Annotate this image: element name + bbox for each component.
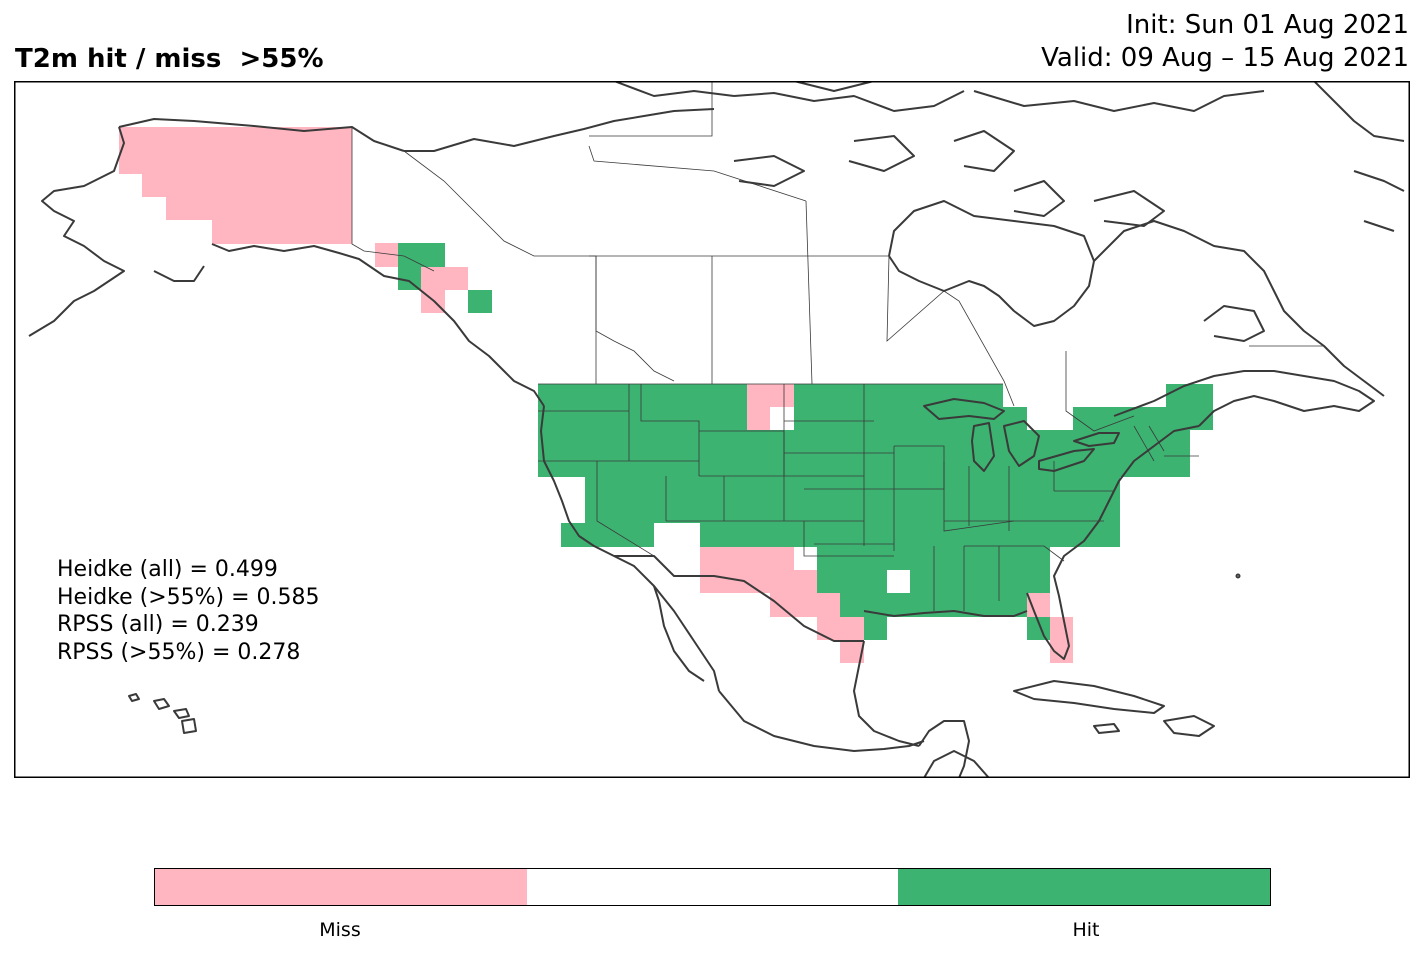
miss-cell-panhandle-east bbox=[421, 267, 468, 313]
colorbar bbox=[154, 868, 1271, 906]
rpss-above-55: RPSS (>55%) = 0.278 bbox=[57, 639, 301, 665]
miss-cell-panhandle-west bbox=[375, 243, 398, 267]
colorbar-miss-segment bbox=[155, 869, 527, 905]
miss-cell-montana bbox=[747, 384, 794, 430]
hit-cell-panhandle-north bbox=[398, 243, 445, 290]
hit-cells bbox=[398, 243, 1213, 640]
rpss-all: RPSS (all) = 0.239 bbox=[57, 612, 259, 637]
hit-cell-contiguous-us bbox=[538, 384, 1213, 640]
admin-boundaries bbox=[351, 81, 1324, 611]
valid-range: Valid: 09 Aug – 15 Aug 2021 bbox=[1041, 43, 1409, 73]
coastlines bbox=[28, 81, 1405, 778]
miss-cell-alaska bbox=[119, 127, 352, 244]
colorbar-neutral-segment bbox=[526, 869, 899, 905]
hit-cell-gulf-coast-la bbox=[887, 593, 1027, 617]
map-canvas bbox=[14, 81, 1410, 778]
colorbar-miss-label: Miss bbox=[319, 919, 361, 941]
init-date: Init: Sun 01 Aug 2021 bbox=[1126, 10, 1409, 40]
heidke-all: Heidke (all) = 0.499 bbox=[57, 557, 278, 582]
hit-cell-panhandle-south bbox=[468, 290, 492, 313]
colorbar-hit-segment bbox=[898, 869, 1271, 905]
skill-scores: Heidke (all) = 0.499 Heidke (>55%) = 0.5… bbox=[57, 556, 320, 666]
map-panel bbox=[14, 81, 1410, 778]
colorbar-hit-label: Hit bbox=[1072, 919, 1100, 941]
map-title: T2m hit / miss >55% bbox=[15, 44, 324, 74]
heidke-above-55: Heidke (>55%) = 0.585 bbox=[57, 584, 320, 610]
